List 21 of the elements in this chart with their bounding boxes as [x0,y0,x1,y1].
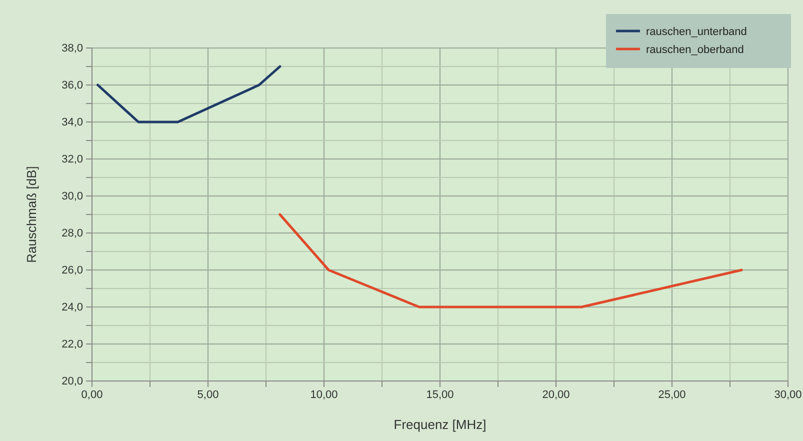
x-tick-label: 15,00 [426,388,454,401]
x-tick-label: 0,00 [81,388,103,401]
y-tick-label: 32,0 [62,154,83,166]
y-tick-label: 20,0 [62,376,83,388]
y-tick-label: 24,0 [62,302,83,314]
y-tick-label: 28,0 [62,228,83,240]
y-tick-label: 38,0 [62,42,83,55]
y-tick-label: 36,0 [62,80,83,92]
y-tick-label: 26,0 [62,264,83,277]
y-tick-label: 22,0 [62,338,83,351]
y-tick-label: 34,0 [62,116,83,129]
x-tick-label: 5,00 [197,388,219,401]
x-tick-label: 20,00 [542,388,570,401]
x-tick-label: 25,00 [658,388,686,401]
x-tick-label: 10,00 [310,388,338,401]
y-axis-title: Rauschmaß [dB] [24,166,39,263]
x-axis-title: Frequenz [MHz] [394,417,486,432]
legend-label: rauschen_unterband [646,26,747,38]
legend-label: rauschen_oberband [646,44,744,56]
y-tick-label: 30,0 [62,190,83,203]
x-tick-label: 30,00 [774,388,802,401]
